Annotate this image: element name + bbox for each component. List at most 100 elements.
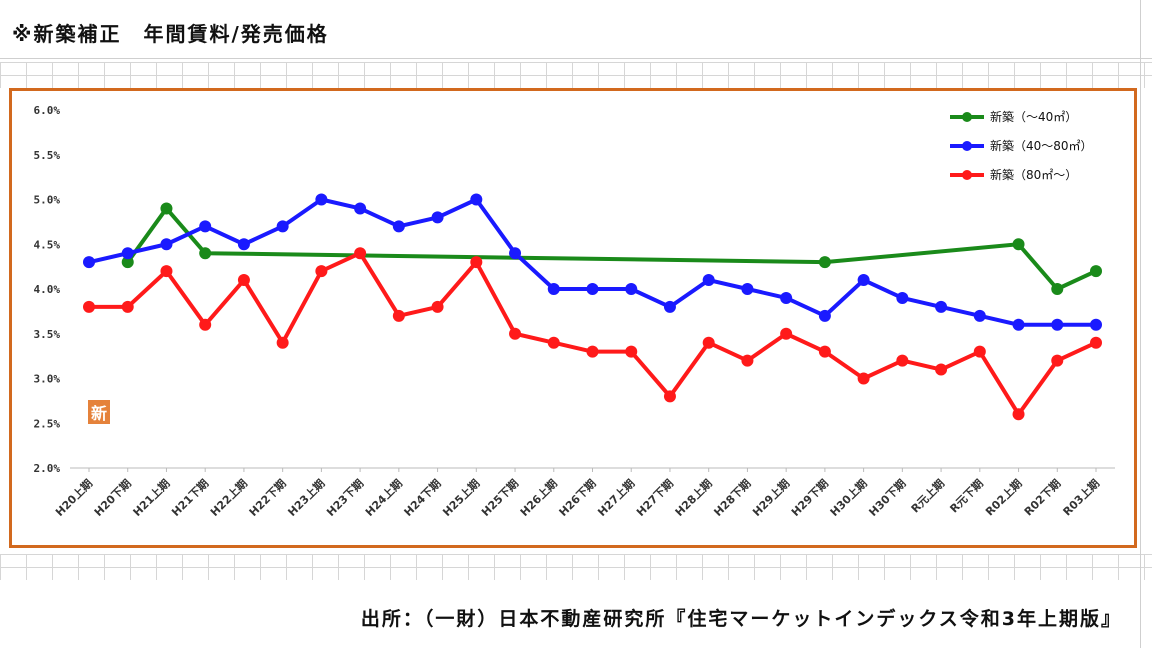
data-point-series-2	[973, 309, 986, 322]
data-point-series-3	[780, 327, 793, 340]
data-point-series-1	[121, 256, 134, 269]
data-point-series-3	[121, 300, 134, 313]
data-point-series-1	[1090, 265, 1102, 278]
legend-label-2: 新築（40～80㎡）	[990, 138, 1093, 153]
legend-marker-2	[962, 141, 972, 151]
data-point-series-3	[663, 390, 676, 403]
legend-label-1: 新築（～40㎡）	[990, 109, 1077, 124]
data-point-series-3	[625, 345, 638, 358]
data-point-series-1	[818, 256, 831, 269]
data-point-series-2	[121, 247, 134, 260]
data-point-series-3	[160, 265, 173, 278]
x-tick-label: H25下期	[478, 476, 521, 519]
data-point-series-3	[237, 274, 250, 287]
x-tick-label: H23下期	[323, 476, 366, 519]
spreadsheet-grid-top	[0, 62, 1152, 88]
data-point-series-2	[586, 283, 599, 295]
data-point-series-2	[780, 291, 793, 304]
data-point-series-3	[83, 300, 95, 313]
data-point-series-3	[741, 354, 754, 367]
y-tick-label: 2.5%	[34, 417, 61, 430]
x-tick-label: H21下期	[169, 476, 212, 519]
x-tick-label: H30下期	[866, 476, 909, 519]
data-point-series-3	[1090, 336, 1102, 349]
x-tick-label: H29上期	[749, 476, 792, 519]
x-tick-label: R元下期	[947, 476, 986, 515]
chart-frame	[9, 88, 1137, 548]
data-point-series-3	[470, 256, 483, 269]
data-point-series-2	[1051, 318, 1064, 331]
x-tick-label: R02上期	[982, 476, 1024, 518]
x-tick-label: H26下期	[556, 476, 599, 519]
data-point-series-1	[1051, 283, 1064, 295]
new-build-stamp: 新	[88, 400, 110, 424]
source-citation: 出所：（一財）日本不動産研究所『住宅マーケットインデックス令和3年上期版』	[360, 608, 1122, 630]
data-point-series-2	[935, 300, 948, 313]
data-point-series-2	[160, 238, 173, 251]
y-tick-label: 4.0%	[34, 283, 61, 296]
y-tick-label: 5.0%	[34, 194, 61, 207]
y-tick-label: 6.0%	[34, 104, 61, 117]
data-point-series-3	[896, 354, 909, 367]
page-title: ※新築補正 年間賃料/発売価格	[12, 22, 329, 46]
legend-marker-1	[962, 112, 972, 122]
data-point-series-2	[83, 256, 95, 269]
legend-marker-3	[962, 170, 972, 180]
x-tick-label: H26上期	[517, 476, 560, 519]
x-tick-label: H24下期	[401, 476, 444, 519]
data-point-series-3	[431, 300, 444, 313]
y-tick-label: 5.5%	[34, 149, 61, 162]
data-point-series-2	[354, 202, 367, 215]
legend-label-3: 新築（80㎡～）	[990, 167, 1077, 182]
data-point-series-3	[973, 345, 986, 358]
data-point-series-1	[199, 247, 212, 260]
x-tick-label: H27下期	[633, 476, 676, 519]
column-divider	[1140, 0, 1141, 648]
data-point-series-3	[935, 363, 948, 376]
x-tick-label: H20上期	[52, 476, 95, 519]
x-tick-label: R03上期	[1060, 476, 1102, 518]
header-divider	[0, 58, 1152, 59]
data-point-series-3	[276, 336, 289, 349]
x-tick-label: H24上期	[362, 476, 405, 519]
y-tick-label: 4.5%	[34, 238, 61, 251]
spreadsheet-grid-bottom	[0, 554, 1152, 580]
x-tick-label: R02下期	[1021, 476, 1063, 518]
data-point-series-2	[431, 211, 444, 224]
y-tick-label: 3.5%	[34, 328, 61, 341]
x-tick-label: H20下期	[91, 476, 134, 519]
data-point-series-2	[857, 274, 870, 287]
x-tick-label: R元上期	[908, 476, 947, 515]
data-point-series-2	[1012, 318, 1025, 331]
data-point-series-2	[818, 309, 831, 322]
data-point-series-3	[857, 372, 870, 385]
data-point-series-2	[663, 300, 676, 313]
y-tick-label: 2.0%	[34, 462, 61, 475]
data-point-series-3	[354, 247, 367, 260]
data-point-series-2	[896, 291, 909, 304]
data-point-series-2	[625, 283, 638, 295]
data-point-series-3	[586, 345, 599, 358]
x-tick-label: H22下期	[246, 476, 289, 519]
x-tick-label: H23上期	[285, 476, 328, 519]
series-line-1	[125, 206, 1098, 291]
data-point-series-2	[702, 274, 715, 287]
data-point-series-3	[1051, 354, 1064, 367]
data-point-series-2	[392, 220, 405, 233]
data-point-series-2	[237, 238, 250, 251]
data-point-series-2	[276, 220, 289, 233]
x-tick-label: H27上期	[595, 476, 638, 519]
y-tick-label: 3.0%	[34, 373, 61, 386]
x-tick-label: H30上期	[827, 476, 870, 519]
data-point-series-2	[547, 283, 560, 295]
x-tick-label: H28下期	[711, 476, 754, 519]
data-point-series-2	[1090, 318, 1102, 331]
x-tick-label: H21上期	[130, 476, 173, 519]
data-point-series-3	[702, 336, 715, 349]
data-point-series-3	[199, 318, 212, 331]
x-tick-label: H28上期	[672, 476, 715, 519]
data-point-series-3	[547, 336, 560, 349]
data-point-series-3	[392, 309, 405, 322]
x-tick-label: H29下期	[788, 476, 831, 519]
